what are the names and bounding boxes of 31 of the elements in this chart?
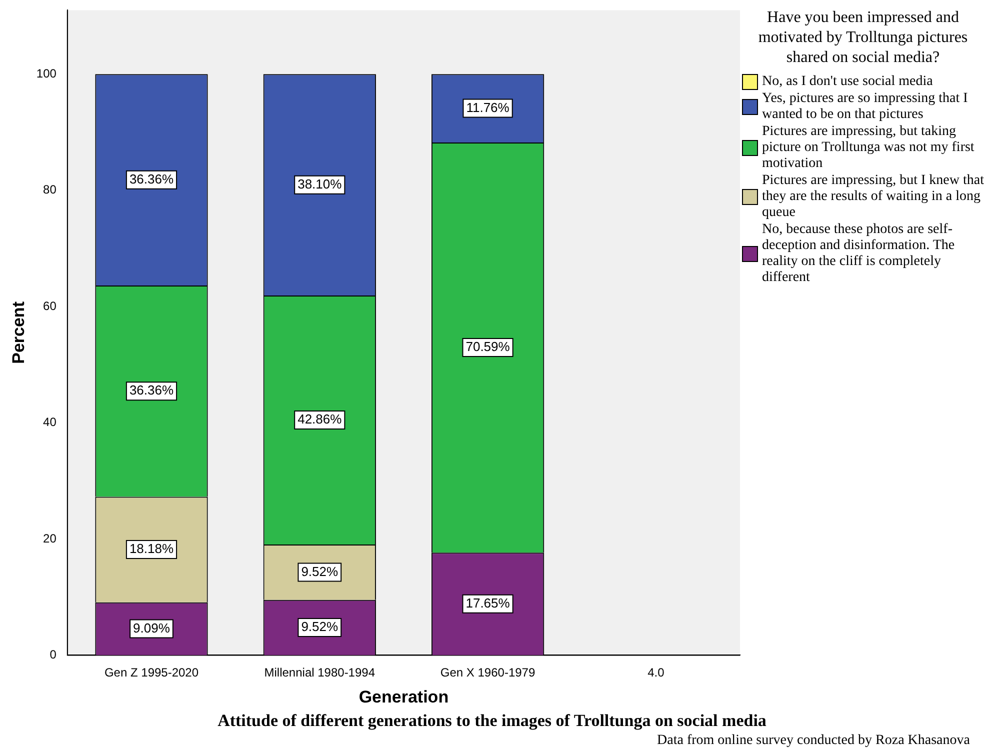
legend-label: Yes, pictures are so impressing that I wanted to be on that pictures	[762, 91, 969, 123]
data-label: 9.52%	[301, 619, 339, 634]
x-tick-label: 4.0	[648, 666, 665, 680]
y-axis-title: Percent	[8, 301, 28, 364]
legend-label: Pictures are impressing, but I knew that they are the results of waiting in a long queue	[762, 173, 984, 221]
legend-label: No, because these photos are self-deception and disinformation. The reality on the cliff is completely different	[762, 222, 956, 286]
data-label: 11.76%	[466, 100, 510, 115]
legend-title: Have you been impressed and motivated by Trolltunga pictures shared on social media?	[757, 8, 969, 68]
x-axis-title: Generation	[358, 687, 449, 706]
data-label: 9.09%	[133, 620, 170, 636]
y-tick-label: 80	[43, 182, 57, 197]
y-tick-label: 0	[50, 648, 57, 662]
y-tick-label: 20	[43, 531, 57, 546]
data-label: 70.59%	[466, 339, 510, 354]
y-tick-label: 60	[43, 298, 57, 313]
legend-label: No, as I don't use social media	[762, 74, 933, 90]
data-label: 36.36%	[129, 382, 174, 398]
y-tick-label: 100	[36, 66, 57, 80]
y-tick-label: 40	[43, 415, 57, 430]
x-tick-label: Millennial 1980-1994	[264, 666, 376, 680]
data-label: 9.52%	[301, 564, 339, 579]
text: Attitude of different generations to the images of Trolltunga on social media	[216, 711, 768, 731]
x-tick-label: Gen X 1960-1979	[440, 666, 536, 680]
legend-label: Pictures are impressing, but taking picture on Trolltunga was not my first motivation	[762, 124, 976, 172]
data-label: 17.65%	[466, 596, 510, 610]
x-tick-label: Gen Z 1995-2020	[104, 666, 199, 680]
data-label: 38.10%	[298, 176, 342, 192]
data-label: 18.18%	[129, 541, 174, 556]
text: Data from online survey conducted by Roza Khasanova	[657, 733, 970, 749]
data-label: 36.36%	[129, 171, 174, 186]
data-label: 42.86%	[298, 412, 342, 427]
